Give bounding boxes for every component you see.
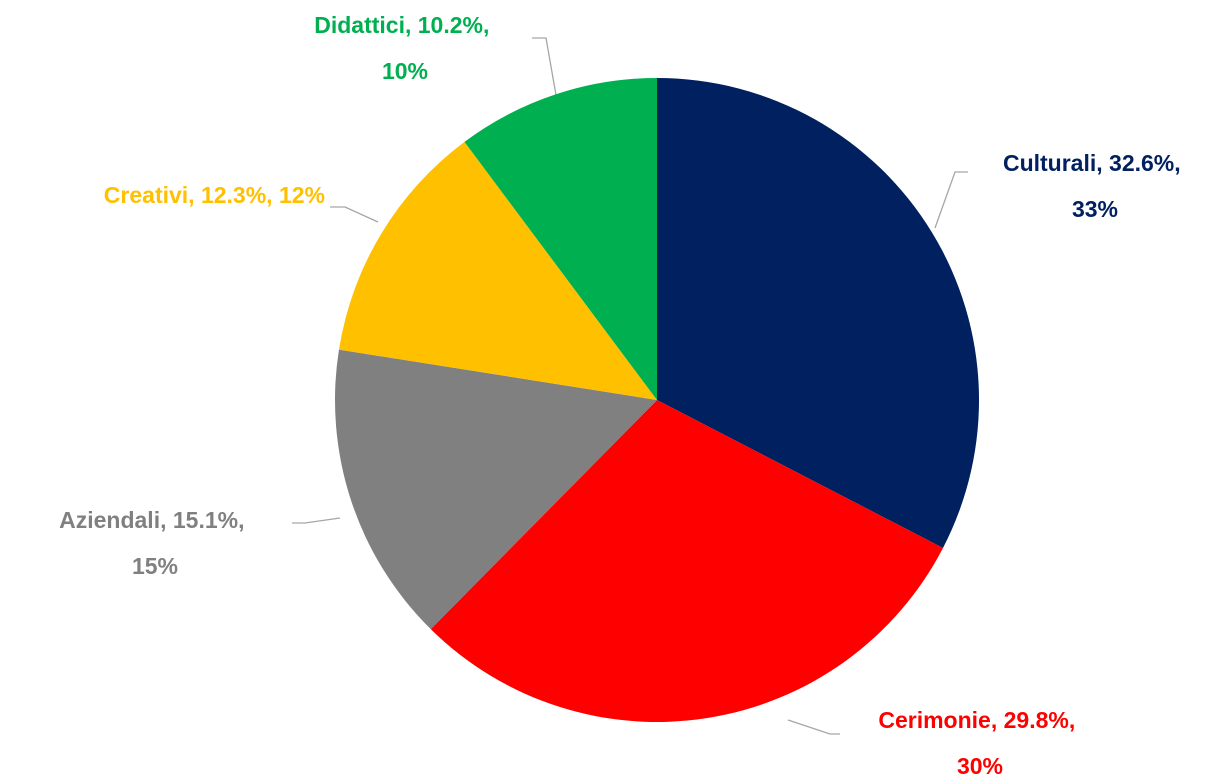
- label-separator: ,: [1174, 150, 1187, 176]
- pie-slice: [657, 78, 979, 548]
- label-value: 32.6%: [1109, 150, 1174, 176]
- label-category: Culturali: [1003, 150, 1096, 176]
- label-value: 10.2%: [418, 12, 483, 38]
- label-percent: 10%: [382, 58, 428, 84]
- label-separator: ,: [1096, 150, 1109, 176]
- pie-slice: [430, 400, 943, 722]
- label-value: 15.1%: [173, 507, 238, 533]
- data-label: Cerimonie, 29.8%, 30%: [878, 707, 1081, 779]
- label-category: Aziendali: [59, 507, 160, 533]
- label-separator: ,: [1069, 707, 1082, 733]
- leader-line: [292, 517, 341, 524]
- label-value: 12.3%: [201, 182, 266, 208]
- label-percent: 15%: [132, 553, 178, 579]
- data-label: Aziendali, 15.1%, 15%: [59, 507, 251, 579]
- label-separator: ,: [405, 12, 418, 38]
- label-category: Didattici: [314, 12, 405, 38]
- leader-line: [330, 206, 379, 223]
- pie-slice: [334, 349, 657, 630]
- label-value: 29.8%: [1004, 707, 1069, 733]
- label-percent: 33%: [1072, 196, 1118, 222]
- data-label: Creativi, 12.3%, 12%: [104, 182, 325, 208]
- leader-line: [787, 719, 840, 735]
- leader-line: [934, 171, 968, 229]
- leader-line: [532, 37, 557, 96]
- label-percent: 30%: [957, 753, 1003, 779]
- label-percent: 12%: [279, 182, 325, 208]
- label-separator: ,: [238, 507, 251, 533]
- label-separator: ,: [160, 507, 173, 533]
- label-separator: ,: [991, 707, 1004, 733]
- label-separator: ,: [188, 182, 201, 208]
- label-category: Cerimonie: [878, 707, 990, 733]
- data-label: Didattici, 10.2%, 10%: [314, 12, 496, 84]
- label-separator: ,: [266, 182, 279, 208]
- label-category: Creativi: [104, 182, 188, 208]
- pie-slice: [338, 141, 657, 400]
- data-label: Culturali, 32.6%, 33%: [1003, 150, 1187, 222]
- label-separator: ,: [483, 12, 496, 38]
- pie-slice: [464, 78, 657, 400]
